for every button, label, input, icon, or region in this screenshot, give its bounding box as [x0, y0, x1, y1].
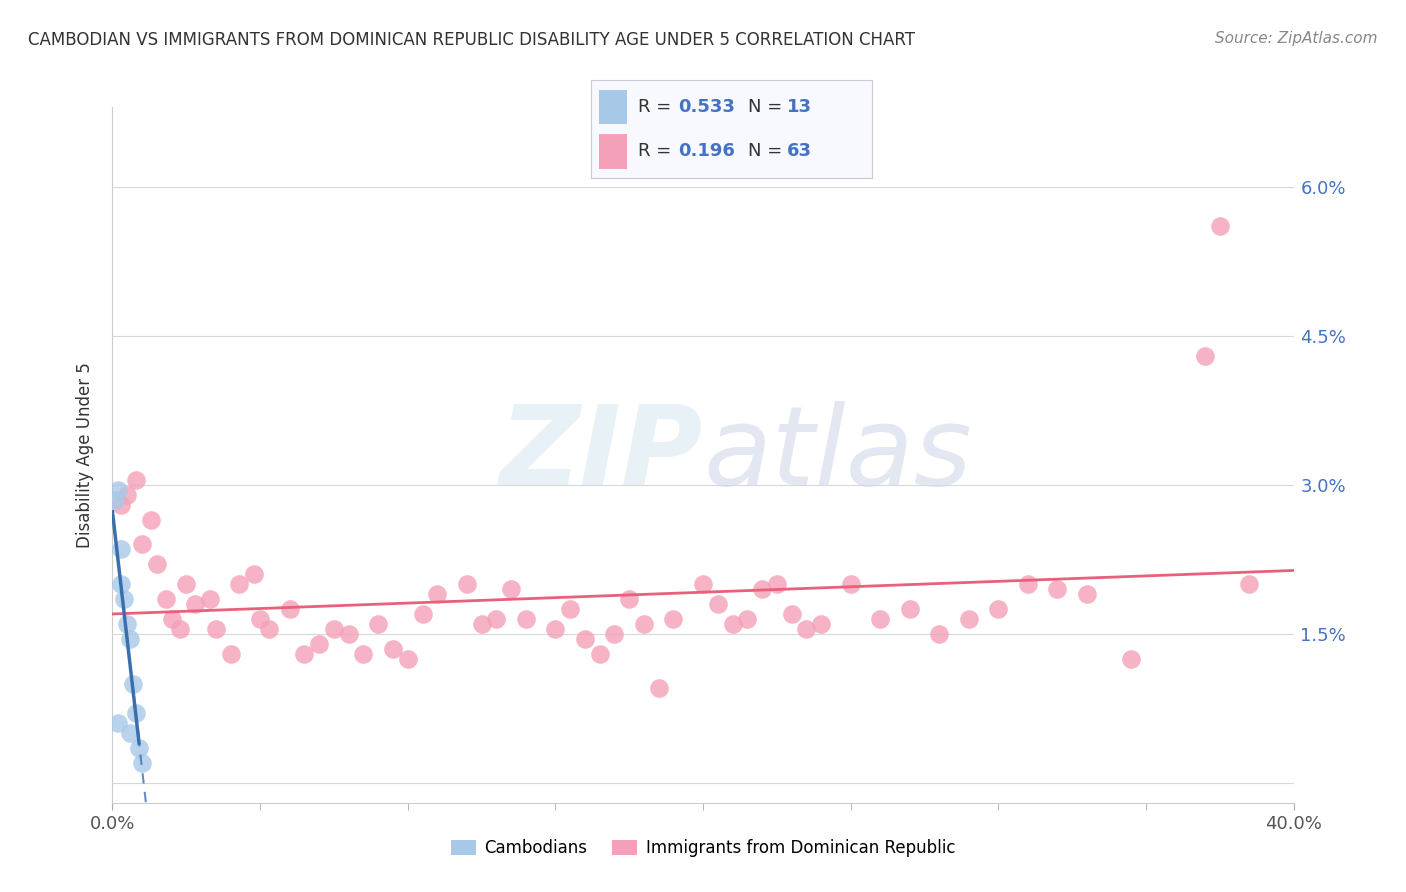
- Point: [292, 647, 315, 661]
- Point: [125, 473, 148, 487]
- Text: CAMBODIAN VS IMMIGRANTS FROM DOMINICAN REPUBLIC DISABILITY AGE UNDER 5 CORRELATI: CAMBODIAN VS IMMIGRANTS FROM DOMINICAN R…: [28, 31, 915, 49]
- Point: [737, 612, 759, 626]
- Text: N =: N =: [748, 98, 787, 116]
- Point: [337, 627, 360, 641]
- Point: [987, 602, 1010, 616]
- Point: [139, 512, 162, 526]
- Text: 63: 63: [787, 142, 813, 160]
- Point: [107, 483, 129, 497]
- Point: [112, 592, 135, 607]
- Y-axis label: Disability Age Under 5: Disability Age Under 5: [76, 362, 94, 548]
- Point: [249, 612, 271, 626]
- Point: [619, 592, 641, 607]
- Text: ZIP: ZIP: [499, 401, 703, 508]
- Point: [110, 498, 132, 512]
- Point: [692, 577, 714, 591]
- Point: [456, 577, 478, 591]
- Text: 0.196: 0.196: [678, 142, 734, 160]
- Legend: Cambodians, Immigrants from Dominican Republic: Cambodians, Immigrants from Dominican Re…: [444, 833, 962, 864]
- Text: Source: ZipAtlas.com: Source: ZipAtlas.com: [1215, 31, 1378, 46]
- Point: [184, 597, 207, 611]
- Point: [396, 651, 419, 665]
- Point: [155, 592, 177, 607]
- Point: [633, 616, 655, 631]
- Point: [110, 577, 132, 591]
- Bar: [599, 134, 627, 169]
- Point: [515, 612, 537, 626]
- Point: [367, 616, 389, 631]
- Text: 0.533: 0.533: [678, 98, 734, 116]
- Point: [706, 597, 728, 611]
- Point: [1194, 349, 1216, 363]
- Point: [146, 558, 169, 572]
- Point: [131, 756, 153, 770]
- Point: [205, 622, 228, 636]
- Point: [352, 647, 374, 661]
- Text: R =: R =: [638, 98, 678, 116]
- Point: [122, 676, 145, 690]
- Point: [308, 637, 330, 651]
- Point: [957, 612, 980, 626]
- Point: [869, 612, 891, 626]
- Point: [131, 537, 153, 551]
- Point: [928, 627, 950, 641]
- Point: [721, 616, 744, 631]
- Point: [485, 612, 508, 626]
- Point: [104, 492, 127, 507]
- Point: [603, 627, 626, 641]
- Point: [110, 542, 132, 557]
- Point: [278, 602, 301, 616]
- Point: [1208, 219, 1232, 234]
- Point: [839, 577, 862, 591]
- Point: [501, 582, 523, 596]
- Point: [128, 741, 150, 756]
- Point: [219, 647, 242, 661]
- Point: [810, 616, 832, 631]
- Point: [647, 681, 671, 696]
- Point: [125, 706, 148, 721]
- Point: [426, 587, 449, 601]
- Point: [382, 641, 405, 656]
- Text: 13: 13: [787, 98, 813, 116]
- Point: [117, 616, 138, 631]
- Point: [117, 488, 138, 502]
- Point: [1239, 577, 1261, 591]
- Point: [558, 602, 582, 616]
- Text: atlas: atlas: [703, 401, 972, 508]
- Point: [198, 592, 221, 607]
- Point: [898, 602, 921, 616]
- Point: [160, 612, 183, 626]
- Point: [169, 622, 191, 636]
- Point: [120, 632, 142, 646]
- Point: [470, 616, 494, 631]
- Point: [257, 622, 280, 636]
- Point: [107, 716, 129, 731]
- Point: [323, 622, 346, 636]
- Bar: [599, 90, 627, 124]
- Point: [1076, 587, 1098, 601]
- Point: [751, 582, 773, 596]
- Text: N =: N =: [748, 142, 787, 160]
- Point: [1046, 582, 1069, 596]
- Point: [120, 726, 142, 740]
- Point: [780, 607, 803, 621]
- Point: [243, 567, 266, 582]
- Point: [228, 577, 250, 591]
- Point: [544, 622, 567, 636]
- Point: [174, 577, 197, 591]
- Point: [766, 577, 789, 591]
- Text: R =: R =: [638, 142, 678, 160]
- Point: [662, 612, 685, 626]
- Point: [411, 607, 433, 621]
- Point: [1119, 651, 1142, 665]
- Point: [796, 622, 818, 636]
- Point: [1017, 577, 1039, 591]
- Point: [574, 632, 596, 646]
- Point: [588, 647, 610, 661]
